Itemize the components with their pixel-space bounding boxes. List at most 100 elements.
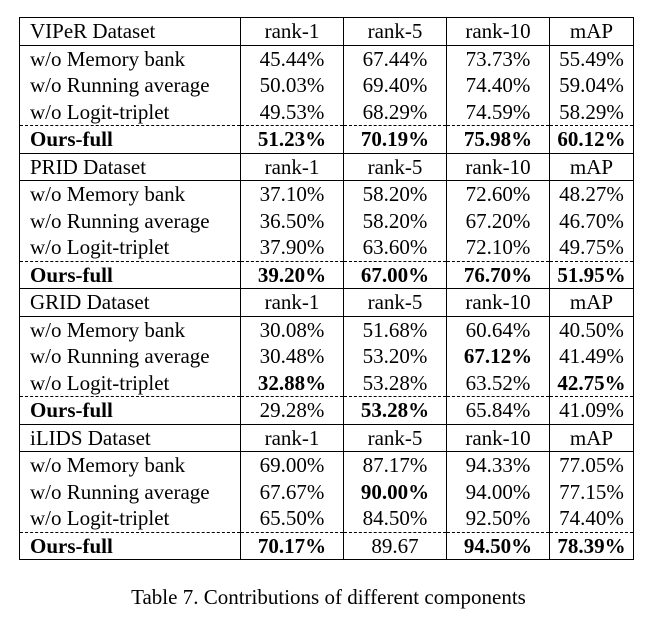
ours-full-row: Ours-full 51.23% 70.19% 75.98% 60.12% — [19, 125, 634, 153]
value-cell: 36.50% — [240, 207, 344, 234]
value-cell: 77.05% — [549, 451, 634, 479]
value-cell: 51.95% — [549, 260, 634, 289]
value-cell: rank-1 — [240, 288, 344, 316]
value-cell: 67.44% — [343, 44, 447, 72]
value-cell: 69.40% — [343, 72, 447, 99]
value-cell: 32.88% — [240, 369, 344, 397]
value-cell: 74.40% — [446, 72, 550, 99]
value-cell: 87.17% — [343, 451, 447, 479]
row-label-cell: w/o Running average — [19, 72, 241, 99]
table-row: w/o Logit-triplet 49.53% 68.29% 74.59% 58.29… — [19, 98, 634, 126]
value-cell: mAP — [549, 423, 634, 452]
value-cell: rank-5 — [343, 152, 447, 181]
table-caption: Table 7. Contributions of different comp… — [131, 585, 526, 609]
section-header-row: VIPeR Dataset rank-1 rank-5 rank-10 mAP — [19, 17, 634, 45]
value-cell: 72.10% — [446, 234, 550, 261]
value-cell: 50.03% — [240, 72, 344, 99]
row-label-cell: w/o Logit-triplet — [19, 234, 241, 261]
value-cell: 49.75% — [549, 234, 634, 261]
value-cell: 53.20% — [343, 343, 447, 370]
table-row: w/o Logit-triplet 37.90% 63.60% 72.10% 49.75… — [19, 234, 634, 261]
value-cell: 70.17% — [240, 531, 344, 560]
value-cell: rank-1 — [240, 423, 344, 452]
value-cell: rank-5 — [343, 423, 447, 452]
results-table-body: VIPeR Dataset rank-1 rank-5 rank-10 mAP w/o M… — [19, 17, 634, 560]
value-cell: 70.19% — [343, 125, 447, 153]
value-cell: 39.20% — [240, 260, 344, 289]
value-cell: mAP — [549, 17, 634, 45]
value-cell: 58.29% — [549, 98, 634, 126]
table-row: w/o Running average 67.67% 90.00% 94.00% 77.… — [19, 478, 634, 505]
value-cell: 92.50% — [446, 505, 550, 532]
value-cell: 67.67% — [240, 478, 344, 505]
value-cell: 69.00% — [240, 451, 344, 479]
results-table: VIPeR Dataset rank-1 rank-5 rank-10 mAP w/o M… — [19, 17, 634, 560]
table-row: w/o Running average 36.50% 58.20% 67.20% 46.… — [19, 207, 634, 234]
value-cell: 76.70% — [446, 260, 550, 289]
value-cell: 72.60% — [446, 180, 550, 208]
table-row: w/o Memory bank 30.08% 51.68% 60.64% 40.50% — [19, 315, 634, 343]
value-cell: rank-1 — [240, 17, 344, 45]
value-cell: rank-10 — [446, 152, 550, 181]
row-label-cell: w/o Memory bank — [19, 180, 241, 208]
row-label-cell: w/o Logit-triplet — [19, 369, 241, 397]
value-cell: 30.48% — [240, 343, 344, 370]
row-label-cell: VIPeR Dataset — [19, 17, 241, 45]
value-cell: rank-10 — [446, 17, 550, 45]
value-cell: 94.50% — [446, 531, 550, 560]
table-row: w/o Memory bank 37.10% 58.20% 72.60% 48.27% — [19, 180, 634, 208]
value-cell: 60.12% — [549, 125, 634, 153]
value-cell: rank-10 — [446, 288, 550, 316]
value-cell: 46.70% — [549, 207, 634, 234]
row-label-cell: Ours-full — [19, 125, 241, 153]
row-label-cell: w/o Logit-triplet — [19, 505, 241, 532]
value-cell: 94.33% — [446, 451, 550, 479]
value-cell: 68.29% — [343, 98, 447, 126]
row-label-cell: w/o Running average — [19, 343, 241, 370]
value-cell: 65.84% — [446, 396, 550, 424]
value-cell: 65.50% — [240, 505, 344, 532]
value-cell: 58.20% — [343, 207, 447, 234]
value-cell: 78.39% — [549, 531, 634, 560]
value-cell: 63.52% — [446, 369, 550, 397]
value-cell: 37.90% — [240, 234, 344, 261]
value-cell: mAP — [549, 288, 634, 316]
value-cell: mAP — [549, 152, 634, 181]
value-cell: 58.20% — [343, 180, 447, 208]
section-header-row: iLIDS Dataset rank-1 rank-5 rank-10 mAP — [19, 423, 634, 452]
value-cell: 37.10% — [240, 180, 344, 208]
value-cell: 49.53% — [240, 98, 344, 126]
value-cell: 75.98% — [446, 125, 550, 153]
table-row: w/o Logit-triplet 65.50% 84.50% 92.50% 74.40… — [19, 505, 634, 532]
value-cell: 94.00% — [446, 478, 550, 505]
row-label-cell: iLIDS Dataset — [19, 423, 241, 452]
value-cell: 90.00% — [343, 478, 447, 505]
row-label-cell: Ours-full — [19, 260, 241, 289]
value-cell: 48.27% — [549, 180, 634, 208]
row-label-cell: GRID Dataset — [19, 288, 241, 316]
value-cell: 51.68% — [343, 315, 447, 343]
row-label-cell: w/o Memory bank — [19, 315, 241, 343]
value-cell: 42.75% — [549, 369, 634, 397]
value-cell: 60.64% — [446, 315, 550, 343]
value-cell: 40.50% — [549, 315, 634, 343]
row-label-cell: w/o Logit-triplet — [19, 98, 241, 126]
value-cell: rank-5 — [343, 17, 447, 45]
value-cell: 29.28% — [240, 396, 344, 424]
row-label-cell: Ours-full — [19, 531, 241, 560]
row-label-cell: Ours-full — [19, 396, 241, 424]
row-label-cell: w/o Memory bank — [19, 451, 241, 479]
table-row: w/o Logit-triplet 32.88% 53.28% 63.52% 42.75… — [19, 369, 634, 397]
row-label-cell: PRID Dataset — [19, 152, 241, 181]
value-cell: 89.67 — [343, 531, 447, 560]
value-cell: 55.49% — [549, 44, 634, 72]
ours-full-row: Ours-full 39.20% 67.00% 76.70% 51.95% — [19, 260, 634, 289]
value-cell: 67.20% — [446, 207, 550, 234]
value-cell: 84.50% — [343, 505, 447, 532]
section-header-row: PRID Dataset rank-1 rank-5 rank-10 mAP — [19, 152, 634, 181]
value-cell: 73.73% — [446, 44, 550, 72]
table-row: w/o Memory bank 45.44% 67.44% 73.73% 55.49% — [19, 44, 634, 72]
value-cell: 53.28% — [343, 369, 447, 397]
value-cell: 74.59% — [446, 98, 550, 126]
